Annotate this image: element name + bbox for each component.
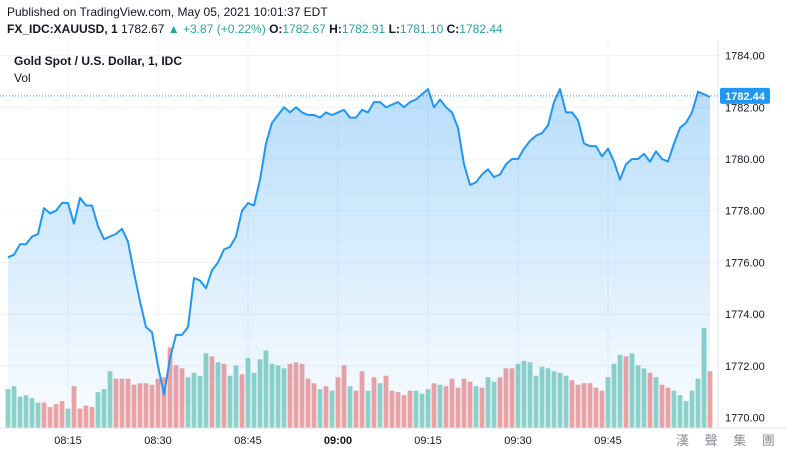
volume-legend[interactable]: Vol [14, 71, 31, 85]
high-label: H: [329, 22, 342, 36]
chart-legend-title[interactable]: Gold Spot / U.S. Dollar, 1, IDC [14, 54, 183, 68]
last-price: 1782.67 [121, 22, 165, 36]
y-tick-label: 1774.00 [725, 309, 765, 321]
last-price-label: 1782.44 [725, 91, 766, 103]
price-axis[interactable]: 1784.00 1782.00 1780.00 1778.00 1776.00 1774.… [725, 51, 765, 425]
symbol-label[interactable]: FX_IDC:XAUUSD, 1 [7, 22, 118, 36]
quote-bar: FX_IDC:XAUUSD, 1 1782.67 ▲ +3.87 (+0.22%… [7, 22, 503, 36]
x-tick-label: 09:30 [504, 435, 532, 447]
y-tick-label: 1770.00 [725, 413, 765, 425]
y-tick-label: 1780.00 [725, 154, 765, 166]
x-tick-label: 09:15 [414, 435, 442, 447]
y-tick-label: 1784.00 [725, 51, 765, 63]
close-label: C: [446, 22, 460, 36]
open-value: 1782.67 [282, 22, 326, 36]
y-tick-label: 1776.00 [725, 257, 765, 269]
low-value: 1781.10 [399, 22, 444, 36]
close-value: 1782.44 [459, 22, 503, 36]
time-axis[interactable]: 08:15 08:30 08:45 09:00 09:15 09:30 09:45 [54, 435, 622, 447]
last-price-badge: 1782.44 [720, 87, 770, 104]
open-label: O: [269, 22, 283, 36]
price-line [7, 88, 711, 396]
x-tick-label: 08:30 [144, 435, 172, 447]
price-area-fill [8, 89, 710, 428]
y-tick-label: 1778.00 [725, 206, 765, 218]
x-tick-label: 08:45 [234, 435, 262, 447]
change-value: +3.87 (+0.22%) [183, 22, 266, 36]
y-tick-label: 1782.00 [725, 102, 765, 114]
low-label: L: [388, 22, 400, 36]
high-value: 1782.91 [341, 22, 386, 36]
change-arrow-icon: ▲ [167, 22, 180, 36]
x-tick-label: 08:15 [54, 435, 82, 447]
x-tick-label: 09:00 [324, 435, 352, 447]
y-tick-label: 1772.00 [725, 361, 765, 373]
x-tick-label: 09:45 [594, 435, 622, 447]
published-caption: Published on TradingView.com, May 05, 20… [7, 5, 328, 19]
watermark-text: 漢 聲 集 團 [676, 433, 781, 448]
